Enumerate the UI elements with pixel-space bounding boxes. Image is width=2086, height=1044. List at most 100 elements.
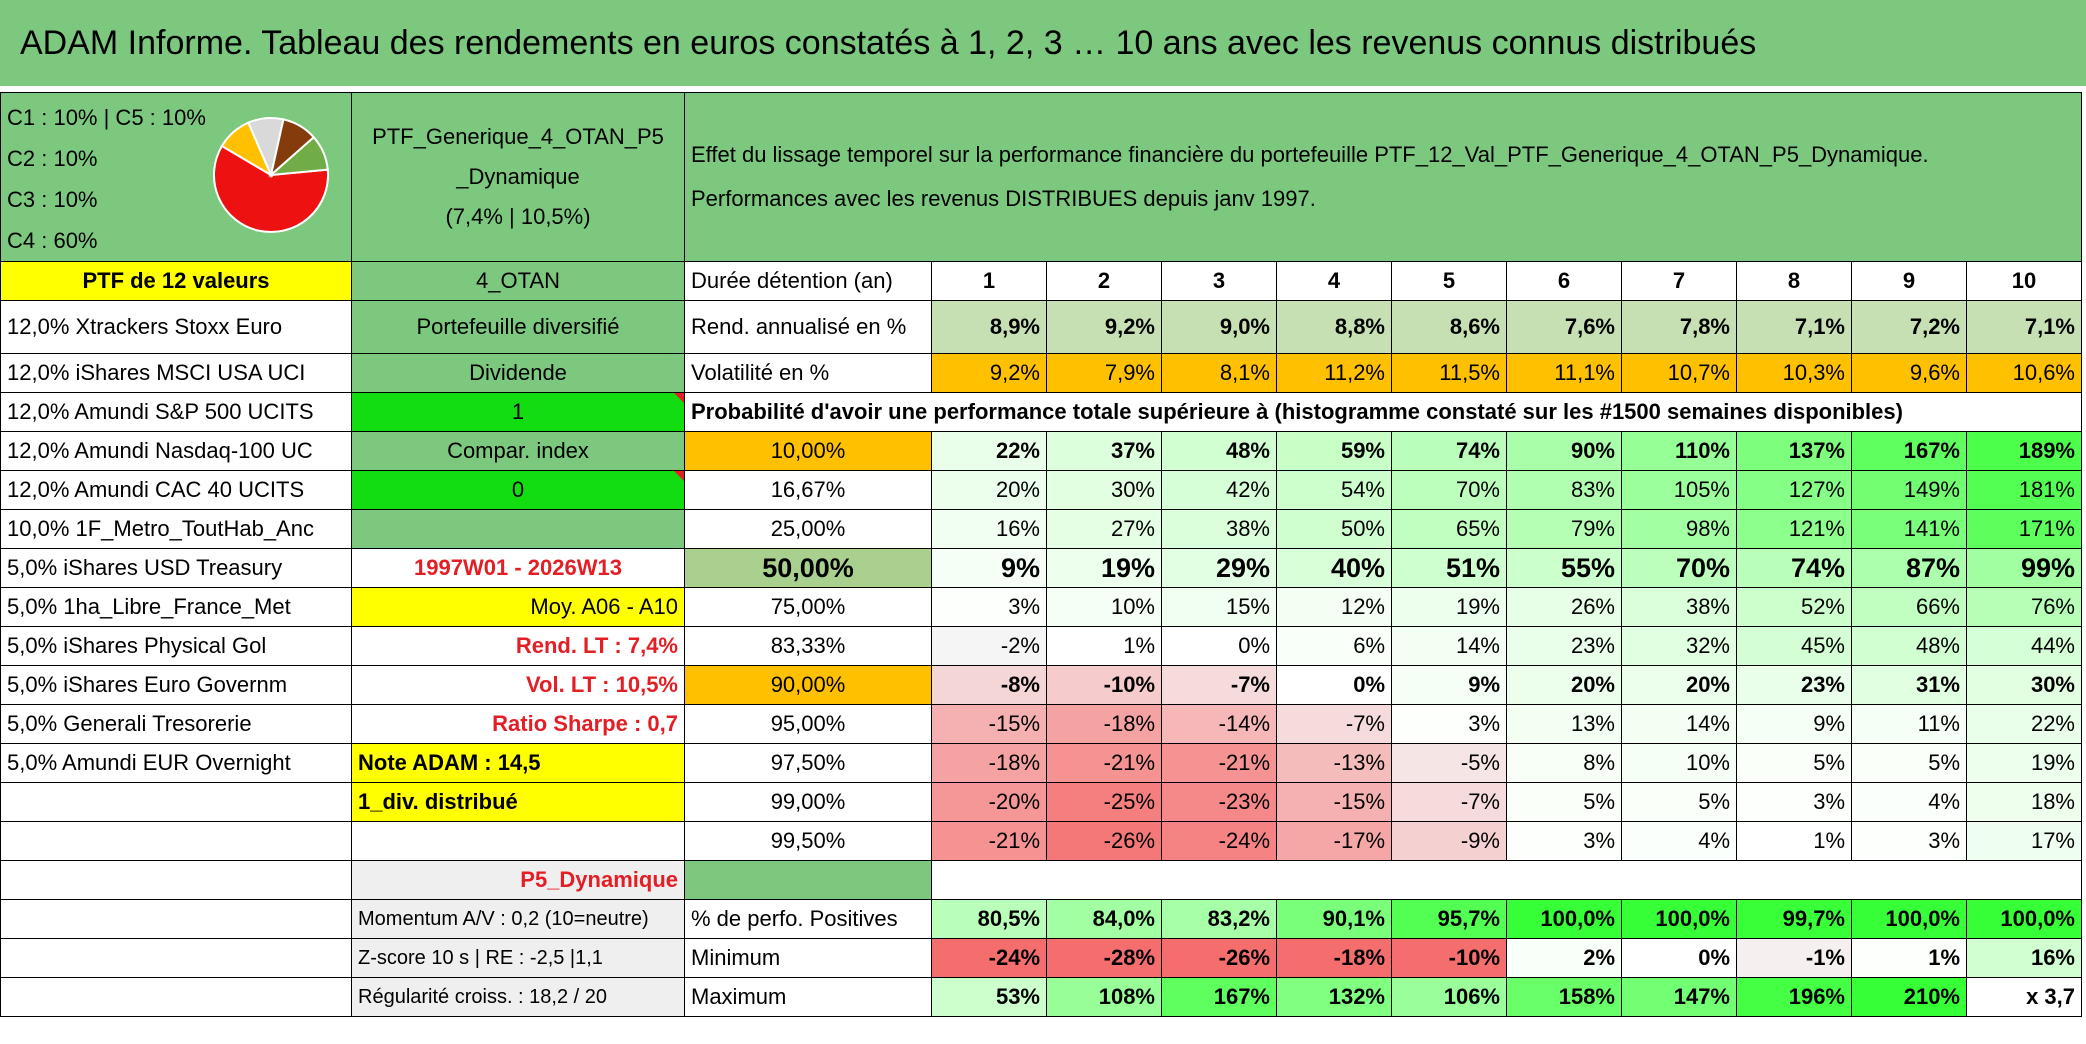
perf-value: 20% <box>1685 672 1730 697</box>
perf-value: 9% <box>1000 552 1040 583</box>
perf-value: 19% <box>1100 552 1155 583</box>
max-value: 210% <box>1903 984 1960 1009</box>
perf-cell: 18% <box>1966 782 2082 822</box>
perf-value: -7% <box>1460 789 1500 814</box>
rend-value: 8,9% <box>989 314 1040 339</box>
rend-value: 8,6% <box>1449 314 1500 339</box>
perf-value: 5% <box>1698 789 1730 814</box>
prob-label: Probabilité d'avoir une performance tota… <box>691 399 1903 424</box>
min-value: 1% <box>1928 945 1960 970</box>
max-label: Maximum <box>691 984 787 1009</box>
vol-label-cell: Volatilité en % <box>684 353 932 393</box>
perf-cell: 10% <box>1046 587 1162 627</box>
dividende-cell: Dividende <box>351 353 685 393</box>
report-table: C1 : 10% | C5 : 10% C2 : 10% C3 : 10% C4… <box>0 92 2082 1017</box>
perf-cell: 9% <box>931 548 1047 588</box>
perf-cell: 42% <box>1161 470 1277 510</box>
vol-cell: 9,2% <box>931 353 1047 393</box>
vol-value: 10,7% <box>1667 360 1730 385</box>
year-header: 5 <box>1391 261 1507 301</box>
perf-value: 32% <box>1685 633 1730 658</box>
quantile-label: 16,67% <box>770 477 846 502</box>
perf-value: 4% <box>1928 789 1960 814</box>
note-cell: Note ADAM : 14,5 <box>351 743 685 783</box>
perf-cell: 99% <box>1966 548 2082 588</box>
perf-cell: 10% <box>1621 743 1737 783</box>
perf-cell: 74% <box>1391 431 1507 471</box>
year-label: 5 <box>1442 268 1456 293</box>
holding-row: 5,0% iShares Physical Gol <box>0 626 352 666</box>
perf-cell: -7% <box>1276 704 1392 744</box>
perf-cell: 29% <box>1161 548 1277 588</box>
perf-value: -10% <box>1103 672 1155 697</box>
holding-name: 5,0% iShares Physical Gol <box>7 633 267 658</box>
min-value: -28% <box>1103 945 1155 970</box>
perf-value: 0% <box>1353 672 1385 697</box>
pos-cell: 84,0% <box>1046 899 1162 939</box>
max-value: 132% <box>1328 984 1385 1009</box>
perf-value: 22% <box>2030 711 2075 736</box>
perf-cell: -5% <box>1391 743 1507 783</box>
perf-cell: 3% <box>1851 821 1967 861</box>
perf-cell: -7% <box>1161 665 1277 705</box>
holding-row <box>0 899 352 939</box>
allocation-pie-chart <box>213 117 329 233</box>
perf-cell: 66% <box>1851 587 1967 627</box>
min-value: -18% <box>1333 945 1385 970</box>
perf-value: 0% <box>1238 633 1270 658</box>
max-value: 167% <box>1213 984 1270 1009</box>
perf-cell: -21% <box>1161 743 1277 783</box>
min-cell: 0% <box>1621 938 1737 978</box>
vol-cell: 11,5% <box>1391 353 1507 393</box>
perf-cell: 32% <box>1621 626 1737 666</box>
perf-cell: 98% <box>1621 509 1737 549</box>
perf-value: 105% <box>1673 477 1730 502</box>
perf-value: -21% <box>1218 750 1270 775</box>
empty-side-cell <box>351 821 685 861</box>
max-value: 53% <box>995 984 1040 1009</box>
holding-name: 12,0% iShares MSCI USA UCI <box>7 360 306 385</box>
vol-value: 10,6% <box>2012 360 2075 385</box>
perf-value: 149% <box>1903 477 1960 502</box>
perf-value: -17% <box>1333 828 1385 853</box>
year-header: 1 <box>931 261 1047 301</box>
vol-label: Volatilité en % <box>691 360 830 385</box>
compar-flag-cell[interactable]: 0 <box>351 470 685 510</box>
perf-cell: -18% <box>931 743 1047 783</box>
perf-value: -14% <box>1218 711 1270 736</box>
holding-row <box>0 938 352 978</box>
pie-slice-C3 <box>268 135 329 177</box>
max-value: 106% <box>1443 984 1500 1009</box>
rend-value: 9,0% <box>1219 314 1270 339</box>
perf-cell: 3% <box>1736 782 1852 822</box>
holding-row: 5,0% iShares USD Treasury <box>0 548 352 588</box>
zscore-label: Z-score 10 s | RE : -2,5 |1,1 <box>358 946 603 969</box>
max-label-cell: Maximum <box>684 977 932 1017</box>
max-value: 147% <box>1673 984 1730 1009</box>
moy-label: Moy. A06 - A10 <box>530 594 678 619</box>
holding-row: 5,0% iShares Euro Governm <box>0 665 352 705</box>
vol-cell: 9,6% <box>1851 353 1967 393</box>
perf-value: 38% <box>1225 516 1270 541</box>
dividend-flag-cell[interactable]: 1 <box>351 392 685 432</box>
perf-cell: 13% <box>1506 704 1622 744</box>
holding-row <box>0 860 352 900</box>
min-cell: -18% <box>1276 938 1392 978</box>
holding-name: 12,0% Amundi CAC 40 UCITS <box>7 477 305 502</box>
perf-cell: 30% <box>1046 470 1162 510</box>
p5-cell: P5_Dynamique <box>351 860 685 900</box>
perf-cell: 0% <box>1161 626 1277 666</box>
perf-cell: -15% <box>1276 782 1392 822</box>
holding-row <box>0 977 352 1017</box>
pos-label-cell: % de perfo. Positives <box>684 899 932 939</box>
perf-value: 23% <box>1800 672 1845 697</box>
sharpe-cell: Ratio Sharpe : 0,7 <box>351 704 685 744</box>
perf-value: 30% <box>2030 672 2075 697</box>
perf-cell: 167% <box>1851 431 1967 471</box>
perf-value: 29% <box>1215 552 1270 583</box>
perf-value: 167% <box>1903 438 1960 463</box>
empty-row-cell <box>931 860 2082 900</box>
max-cell: 108% <box>1046 977 1162 1017</box>
pos-value: 83,2% <box>1207 906 1270 931</box>
rend-lt-label: Rend. LT : 7,4% <box>515 633 678 658</box>
